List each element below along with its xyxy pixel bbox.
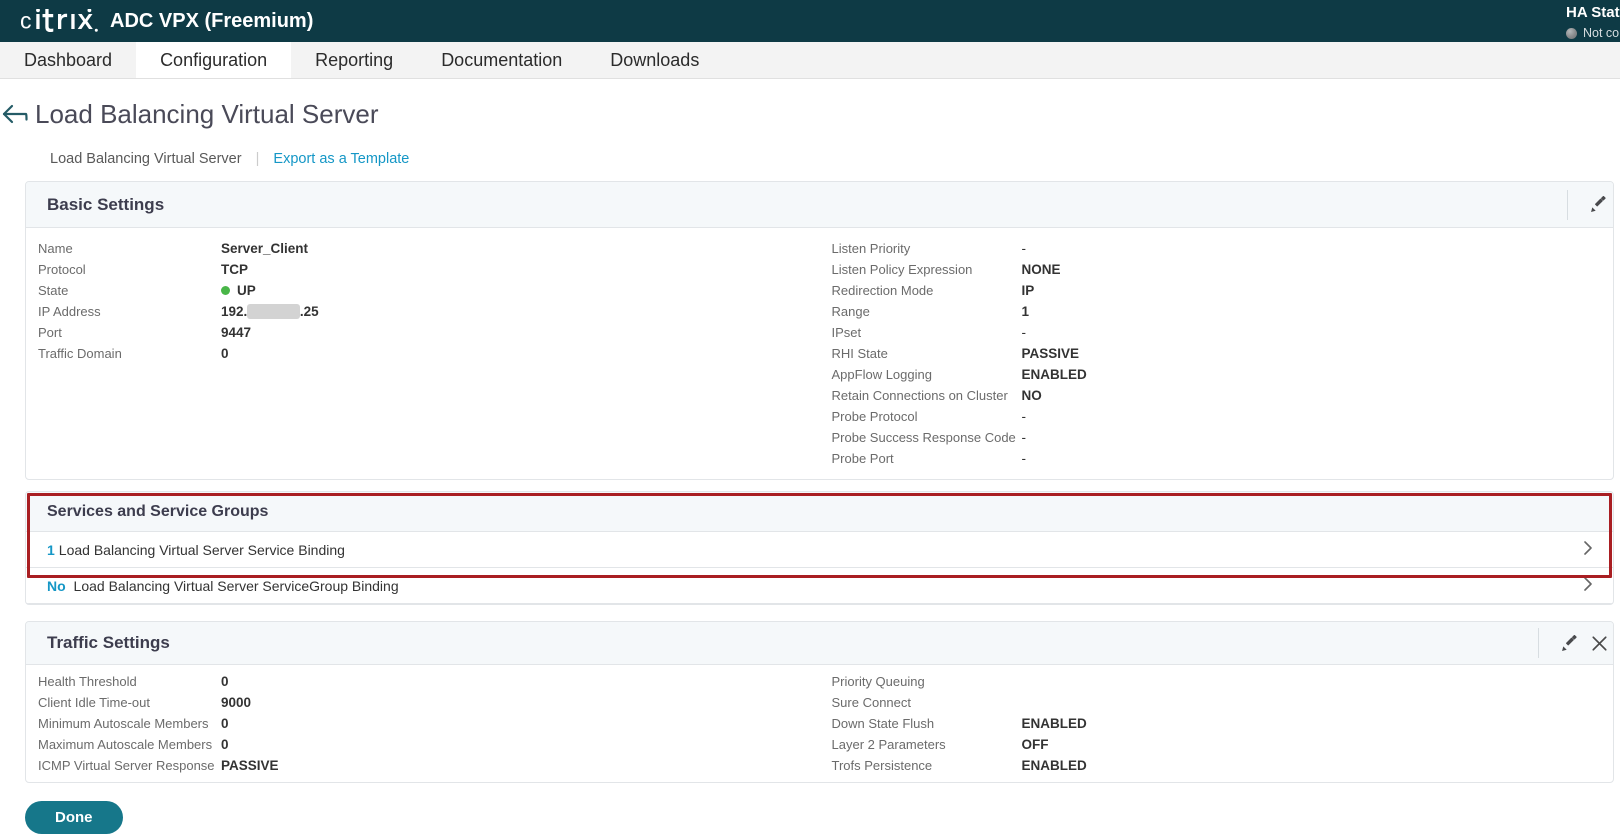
svg-text:c: c bbox=[20, 9, 32, 34]
